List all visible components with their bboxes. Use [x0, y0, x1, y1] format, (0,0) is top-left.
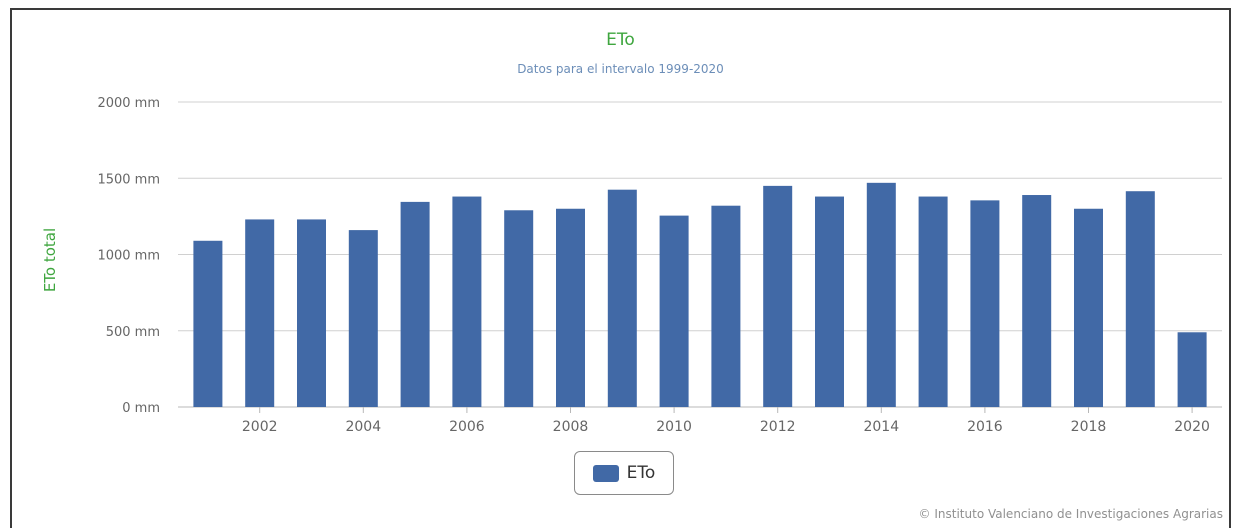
- bar-2005[interactable]: [400, 201, 430, 407]
- bar-2009[interactable]: [607, 189, 637, 407]
- x-tick-label: 2006: [449, 419, 485, 435]
- x-tick-label: 2010: [656, 419, 692, 435]
- y-tick-label: 0 mm: [122, 401, 160, 416]
- bar-2013[interactable]: [815, 196, 844, 407]
- y-tick-label: 2000 mm: [97, 96, 160, 111]
- bar-2001[interactable]: [193, 240, 223, 407]
- bar-2006[interactable]: [452, 196, 482, 407]
- x-tick-label: 2008: [553, 419, 589, 435]
- x-tick-label: 2020: [1174, 419, 1210, 435]
- legend-swatch: [592, 464, 619, 482]
- chart-title: ETo: [606, 30, 635, 50]
- bar-2019[interactable]: [1125, 191, 1155, 407]
- x-tick-label: 2014: [863, 419, 899, 435]
- bar-2004[interactable]: [348, 230, 378, 407]
- bar-2015[interactable]: [918, 196, 948, 407]
- bar-2012[interactable]: [763, 185, 793, 407]
- x-tick-label: 2016: [967, 419, 1003, 435]
- legend-label: ETo: [626, 463, 656, 483]
- y-tick-label: 500 mm: [106, 325, 160, 340]
- bar-2016[interactable]: [970, 200, 1000, 407]
- bar-2007[interactable]: [504, 210, 534, 407]
- y-tick-label: 1500 mm: [97, 172, 160, 187]
- bar-2003[interactable]: [297, 219, 326, 407]
- x-tick-label: 2004: [345, 419, 381, 435]
- y-tick-label: 1000 mm: [97, 249, 160, 264]
- credit-text[interactable]: © Instituto Valenciano de Investigacione…: [918, 507, 1223, 521]
- bar-2002[interactable]: [245, 219, 275, 407]
- bar-2011[interactable]: [711, 205, 741, 407]
- bar-2018[interactable]: [1074, 208, 1103, 407]
- bar-2014[interactable]: [866, 182, 896, 407]
- bar-2020[interactable]: [1177, 332, 1207, 407]
- bar-2017[interactable]: [1022, 195, 1052, 407]
- bar-2010[interactable]: [659, 215, 689, 407]
- bar-2008[interactable]: [556, 208, 585, 407]
- chart-subtitle: Datos para el intervalo 1999-2020: [517, 62, 724, 76]
- x-tick-label: 2018: [1071, 419, 1107, 435]
- x-tick-label: 2012: [760, 419, 796, 435]
- legend[interactable]: ETo: [574, 451, 674, 495]
- x-tick-label: 2002: [242, 419, 278, 435]
